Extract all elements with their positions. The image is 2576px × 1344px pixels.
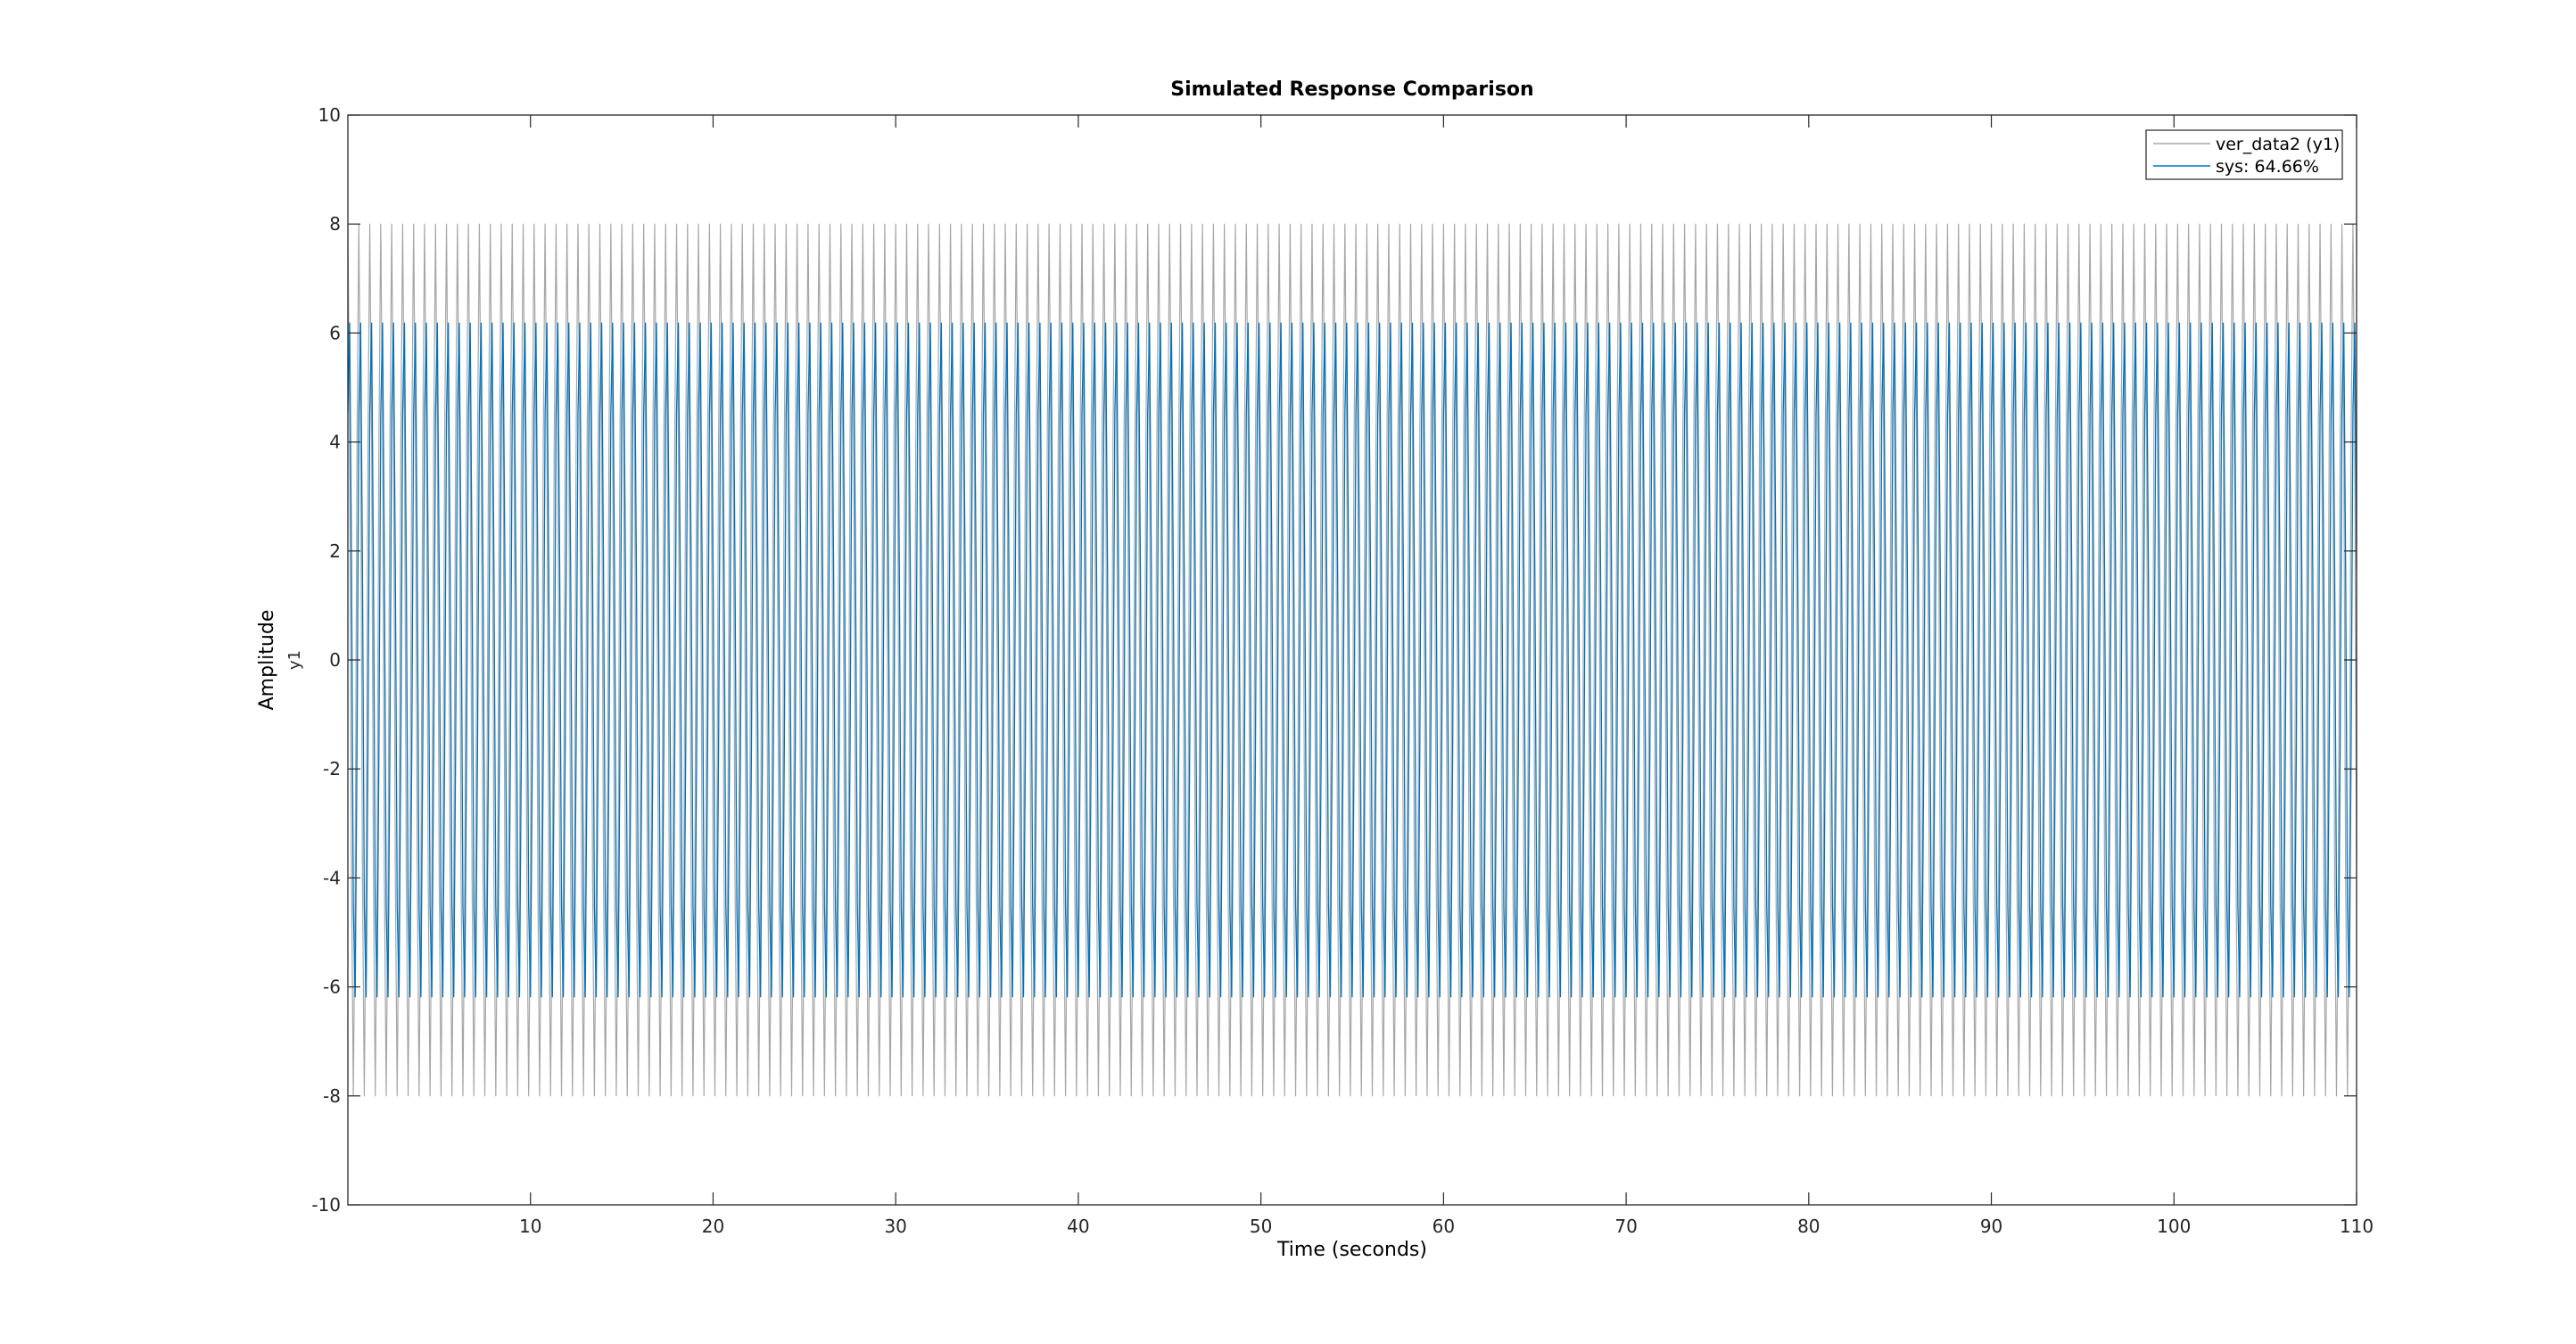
x-tick-label: 10 — [519, 1216, 541, 1237]
y-tick-label: 0 — [329, 649, 341, 671]
y-tick-label: -8 — [323, 1085, 341, 1107]
y-tick-label: -10 — [311, 1194, 341, 1216]
x-tick-label: 100 — [2157, 1216, 2191, 1237]
legend-label-model: sys: 64.66% — [2216, 157, 2319, 177]
series-line-model[interactable] — [348, 322, 2357, 998]
y-tick-label: -2 — [323, 758, 341, 779]
x-tick-label: 50 — [1250, 1216, 1272, 1237]
chart-title: Simulated Response Comparison — [1170, 78, 1533, 101]
x-tick-label: 80 — [1797, 1216, 1820, 1237]
x-tick-label: 60 — [1432, 1216, 1455, 1237]
x-tick-label: 90 — [1980, 1216, 2002, 1237]
legend-label-measured: ver_data2 (y1) — [2216, 135, 2340, 154]
series-layer — [348, 223, 2357, 1097]
x-tick-label: 110 — [2340, 1216, 2374, 1237]
series-line-measured[interactable] — [348, 223, 2357, 1097]
y-tick-label: -4 — [323, 867, 341, 888]
y-tick-label: -6 — [323, 977, 341, 998]
x-tick-label: 70 — [1614, 1216, 1637, 1237]
legend-box — [2145, 129, 2343, 180]
y-axis-label: Amplitude — [256, 610, 278, 711]
y-tick-label: 4 — [329, 432, 341, 453]
y-tick-label: 2 — [329, 540, 341, 562]
x-tick-label: 40 — [1067, 1216, 1089, 1237]
y-axis: -10 -8 -6 -4 -2 0 2 4 6 8 10 — [311, 104, 2357, 1216]
y-tick-label: 6 — [329, 322, 341, 343]
x-tick-label: 20 — [702, 1216, 724, 1237]
x-axis: 10 20 30 40 50 60 70 80 90 100 110 — [519, 115, 2374, 1237]
y-tick-label: 8 — [329, 213, 341, 235]
legend[interactable]: ver_data2 (y1) sys: 64.66% — [2145, 129, 2343, 180]
y-axis-channel-label: y1 — [285, 650, 304, 670]
x-axis-label: Time (seconds) — [1276, 1239, 1427, 1261]
y-tick-label: 10 — [318, 104, 341, 126]
x-tick-label: 30 — [884, 1216, 906, 1237]
